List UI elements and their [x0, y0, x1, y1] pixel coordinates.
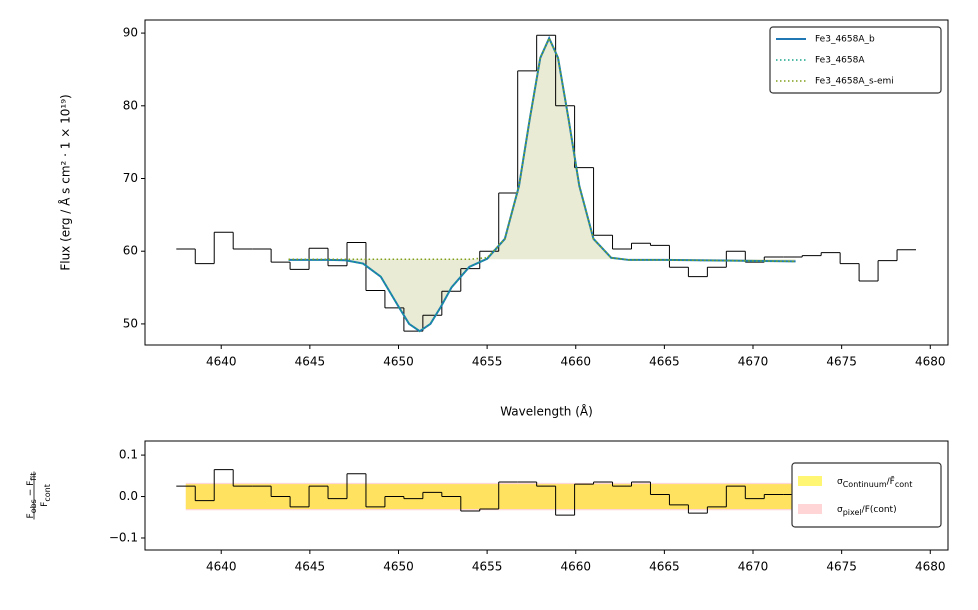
label-part: /F̄: [887, 475, 895, 487]
x-tick-label: 4670: [738, 560, 769, 574]
x-tick-label: 4660: [560, 355, 591, 369]
legend-label: Fe3_4658A: [815, 56, 865, 66]
x-tick-label: 4675: [826, 560, 857, 574]
x-tick-label: 4645: [295, 560, 326, 574]
legend-label: Fe3_4658A_s-emi: [815, 77, 894, 87]
label-part: F: [40, 502, 50, 507]
legend-box: [791, 462, 942, 528]
x-tick-label: 4640: [206, 355, 237, 369]
subscript: fit: [29, 473, 38, 481]
label-part: /F(cont): [862, 505, 897, 515]
label: σContinuum/F̄cont: [837, 475, 912, 489]
x-tick-label: 4670: [738, 355, 769, 369]
y-tick-label: 80: [123, 98, 138, 112]
x-tick-label: 4650: [383, 560, 414, 574]
legend-label: Fe3_4658A_b: [815, 35, 875, 45]
legend-box: [769, 26, 942, 94]
y-tick-label: 50: [123, 316, 138, 330]
axes-frame: [144, 19, 949, 346]
axes-frame: [144, 440, 949, 551]
x-axis-label: Wavelength (Å): [500, 404, 593, 419]
x-tick-label: 4665: [649, 355, 680, 369]
x-tick-label: 4680: [915, 560, 946, 574]
x-tick-label: 4665: [649, 560, 680, 574]
label: σpixel/F(cont): [837, 505, 897, 517]
y-tick-label: 0.1: [119, 448, 138, 462]
y-tick-label: 0.0: [119, 489, 138, 503]
subscript: Continuum: [843, 480, 887, 489]
x-tick-label: 4675: [826, 355, 857, 369]
y-tick-label: 60: [123, 244, 138, 258]
x-tick-label: 4645: [295, 355, 326, 369]
label-part: − F: [26, 481, 36, 499]
subscript: cont: [43, 484, 52, 502]
legend-swatch: [798, 476, 822, 486]
label-part: σ: [837, 505, 843, 515]
x-tick-label: 4660: [560, 560, 591, 574]
subscript: obs: [29, 499, 38, 513]
label-part: σ: [837, 477, 843, 487]
subscript: cont: [895, 480, 913, 489]
subscript: pixel: [843, 508, 862, 517]
x-tick-label: 4650: [383, 355, 414, 369]
y-axis-label: Flux (erg / Å s cm² · 1 × 10¹⁹): [58, 94, 73, 270]
label: Fobs − Ffit: [26, 473, 38, 519]
fill-area: [288, 38, 796, 332]
label-part: F: [26, 513, 36, 518]
y-tick-label: −0.1: [109, 530, 138, 544]
x-tick-label: 4655: [472, 355, 503, 369]
legend-swatch: [798, 504, 822, 514]
y-tick-label: 70: [123, 171, 138, 185]
fit-line: [288, 36, 796, 333]
x-tick-label: 4655: [472, 560, 503, 574]
x-tick-label: 4640: [206, 560, 237, 574]
label: Fcont: [40, 484, 52, 507]
y-tick-label: 90: [123, 26, 138, 40]
x-tick-label: 4680: [915, 355, 946, 369]
